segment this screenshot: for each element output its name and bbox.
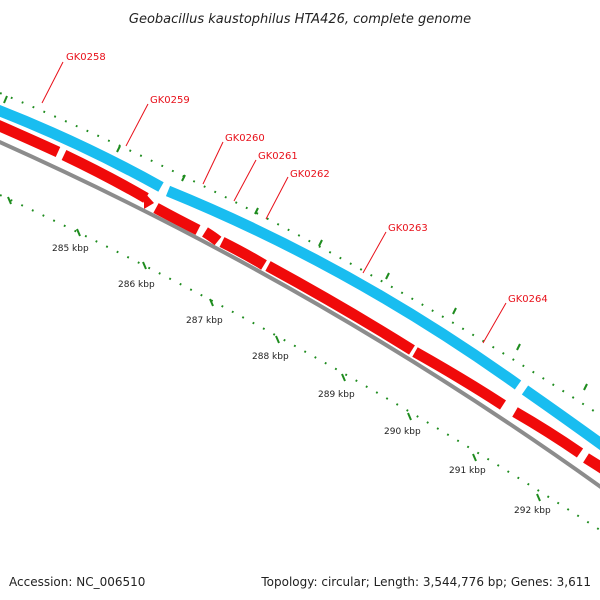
reverse-gene-block-9 bbox=[583, 453, 600, 474]
reverse-strand bbox=[0, 120, 600, 474]
kbp-label-292: 292 kbp bbox=[514, 506, 551, 516]
gene-label-gk0258: GK0258 bbox=[66, 52, 106, 63]
reverse-gene-block-5 bbox=[219, 237, 267, 270]
topology-text: Topology: circular; Length: 3,544,776 bp… bbox=[260, 575, 591, 589]
forward-gene-block-1 bbox=[0, 105, 164, 192]
kbp-labels: 285 kbp 286 kbp 287 kbp 288 kbp 289 kbp … bbox=[52, 244, 551, 516]
reverse-gene-block-2 bbox=[61, 150, 149, 203]
gene-label-gk0259: GK0259 bbox=[150, 95, 190, 106]
reverse-gene-arrow-2 bbox=[144, 192, 154, 209]
kbp-label-291: 291 kbp bbox=[449, 466, 486, 476]
reverse-gene-block-1 bbox=[0, 120, 61, 158]
reverse-gene-block-3 bbox=[153, 203, 201, 235]
forward-gene-block-2 bbox=[165, 185, 522, 390]
forward-gene-block-3 bbox=[521, 385, 600, 451]
kbp-label-286: 286 kbp bbox=[118, 280, 155, 290]
genome-backbone bbox=[0, 140, 600, 489]
reverse-gene-block-8 bbox=[512, 407, 584, 458]
kbp-label-289: 289 kbp bbox=[318, 390, 355, 400]
kbp-label-285: 285 kbp bbox=[52, 244, 89, 254]
gene-labels: GK0258 GK0259 GK0260 GK0261 GK0262 GK026… bbox=[66, 52, 548, 305]
inner-major-ticks bbox=[7, 196, 541, 502]
forward-strand bbox=[0, 105, 600, 451]
gene-label-gk0263: GK0263 bbox=[388, 223, 428, 234]
gene-label-gk0261: GK0261 bbox=[258, 151, 298, 162]
kbp-label-290: 290 kbp bbox=[384, 427, 421, 437]
forward-major-ticks bbox=[3, 95, 588, 391]
gene-leader-lines bbox=[41, 61, 507, 344]
map-title: Geobacillus kaustophilus HTA426, complet… bbox=[129, 12, 471, 27]
accession-text: Accession: NC_006510 bbox=[9, 575, 145, 589]
reverse-gene-block-6 bbox=[265, 261, 415, 355]
kbp-label-287: 287 kbp bbox=[186, 316, 223, 326]
gene-label-gk0262: GK0262 bbox=[290, 169, 330, 180]
reverse-tick-track bbox=[0, 194, 600, 531]
reverse-gene-block-4 bbox=[202, 227, 222, 246]
gene-label-gk0260: GK0260 bbox=[225, 133, 265, 144]
kbp-label-288: 288 kbp bbox=[252, 352, 289, 362]
gene-label-gk0264: GK0264 bbox=[508, 294, 548, 305]
reverse-gene-block-7 bbox=[412, 347, 506, 410]
